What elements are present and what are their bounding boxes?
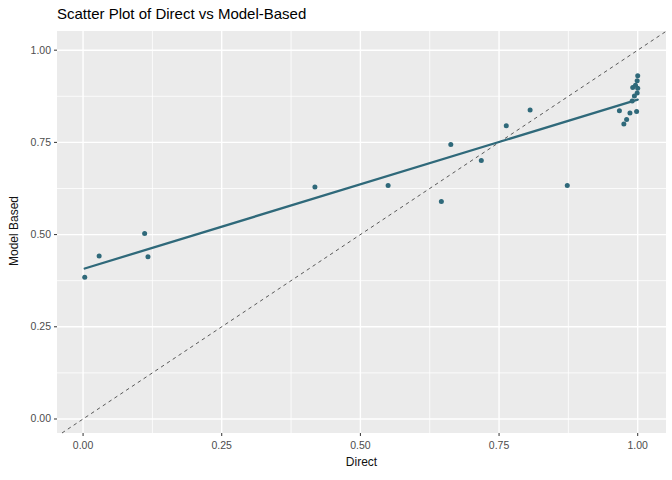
scatter-chart-canvas: 0.00 0.25 0.50 0.75 1.00 0.00 0.25 0.50 0.75 1.00	[0, 0, 672, 480]
data-point	[386, 183, 391, 188]
y-tick-label: 0.00	[31, 412, 52, 424]
data-point	[630, 99, 635, 104]
x-tick-label: 0.75	[489, 439, 510, 451]
data-point	[617, 108, 622, 113]
x-tick-label: 1.00	[627, 439, 648, 451]
x-tick-label: 0.50	[350, 439, 371, 451]
y-axis-title: Model Based	[7, 196, 21, 266]
data-point	[528, 107, 533, 112]
data-point	[479, 158, 484, 163]
x-tick-label: 0.00	[73, 439, 94, 451]
x-tick-label: 0.25	[212, 439, 233, 451]
data-point	[97, 253, 102, 258]
data-point	[634, 109, 639, 114]
data-point	[624, 117, 629, 122]
data-point	[145, 254, 150, 259]
y-tick-label: 0.75	[31, 136, 52, 148]
data-point	[627, 110, 632, 115]
data-point	[82, 275, 87, 280]
x-axis-title: Direct	[57, 455, 666, 469]
data-point	[504, 123, 509, 128]
y-tick-label: 1.00	[31, 44, 52, 56]
data-point	[635, 90, 640, 95]
data-point	[621, 121, 626, 126]
scatter-plot-figure: Scatter Plot of Direct vs Model-Based 0.…	[0, 0, 672, 480]
data-point	[448, 142, 453, 147]
data-point	[439, 199, 444, 204]
data-point	[635, 73, 640, 78]
y-tick-label: 0.50	[31, 228, 52, 240]
data-point	[635, 86, 640, 91]
y-tick-label: 0.25	[31, 320, 52, 332]
data-point	[565, 183, 570, 188]
data-point	[142, 231, 147, 236]
data-point	[635, 78, 640, 83]
data-point	[312, 185, 317, 190]
